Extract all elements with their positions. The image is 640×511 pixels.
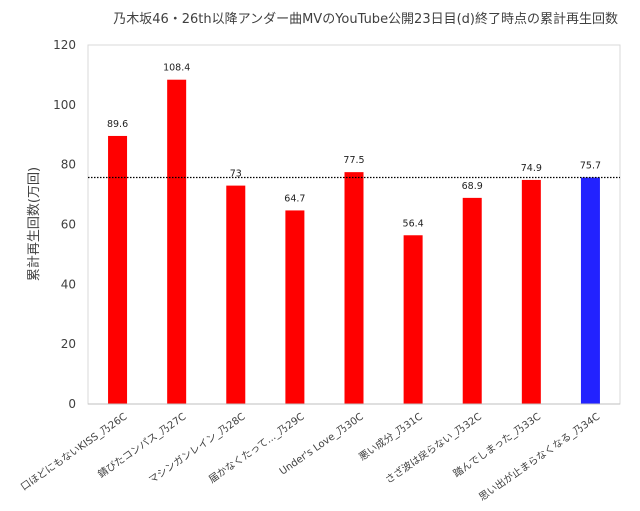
y-tick-label: 120 [53,38,76,52]
bars-group [108,79,600,405]
data-label: 108.4 [163,63,190,74]
y-tick-label: 60 [61,218,76,232]
x-tick-label: 口ほどにもないKISS_乃26C [18,411,129,494]
data-label: 56.4 [403,218,424,229]
bar [462,197,482,404]
data-label: 74.9 [521,163,542,174]
chart-title: 乃木坂46・26th以降アンダー曲MVのYouTube公開23日目(d)終了時点… [113,11,618,27]
data-label: 77.5 [343,155,364,166]
bar [344,172,364,404]
bar [521,179,541,404]
y-tick-label: 20 [61,337,76,351]
bar [580,177,600,404]
y-tick-label: 80 [61,158,76,172]
x-tick-label: 届かなくたって..._乃29C [207,411,307,486]
x-tick-label: マシンガンレイン_乃28C [147,411,248,487]
data-label: 64.7 [284,193,305,204]
bar [403,235,423,404]
bar [285,210,305,404]
data-label: 75.7 [580,161,601,172]
y-tick-label: 0 [68,397,76,411]
data-label: 73 [230,169,242,180]
bar [226,185,246,404]
x-tick-label: 思い出が止まらなくなる_乃34C [476,410,602,504]
x-tick-label: さざ波は戻らない_乃32C [383,410,484,486]
data-label: 68.9 [462,181,483,192]
data-label: 89.6 [107,119,128,130]
y-tick-label: 100 [53,98,76,112]
bar [108,135,128,405]
data-labels-group: 89.6 108.4 73 64.7 77.5 56.4 68.9 74.9 75.7 [107,63,601,230]
bar [167,79,187,404]
y-tick-label: 40 [61,277,76,291]
y-axis-ticks: 0 20 40 60 80 100 120 [53,38,76,411]
x-axis-ticks: 口ほどにもないKISS_乃26C錆びたコンパス_乃27Cマシンガンレイン_乃28… [18,410,602,504]
y-axis-label: 累計再生回数(万回) [26,167,42,281]
